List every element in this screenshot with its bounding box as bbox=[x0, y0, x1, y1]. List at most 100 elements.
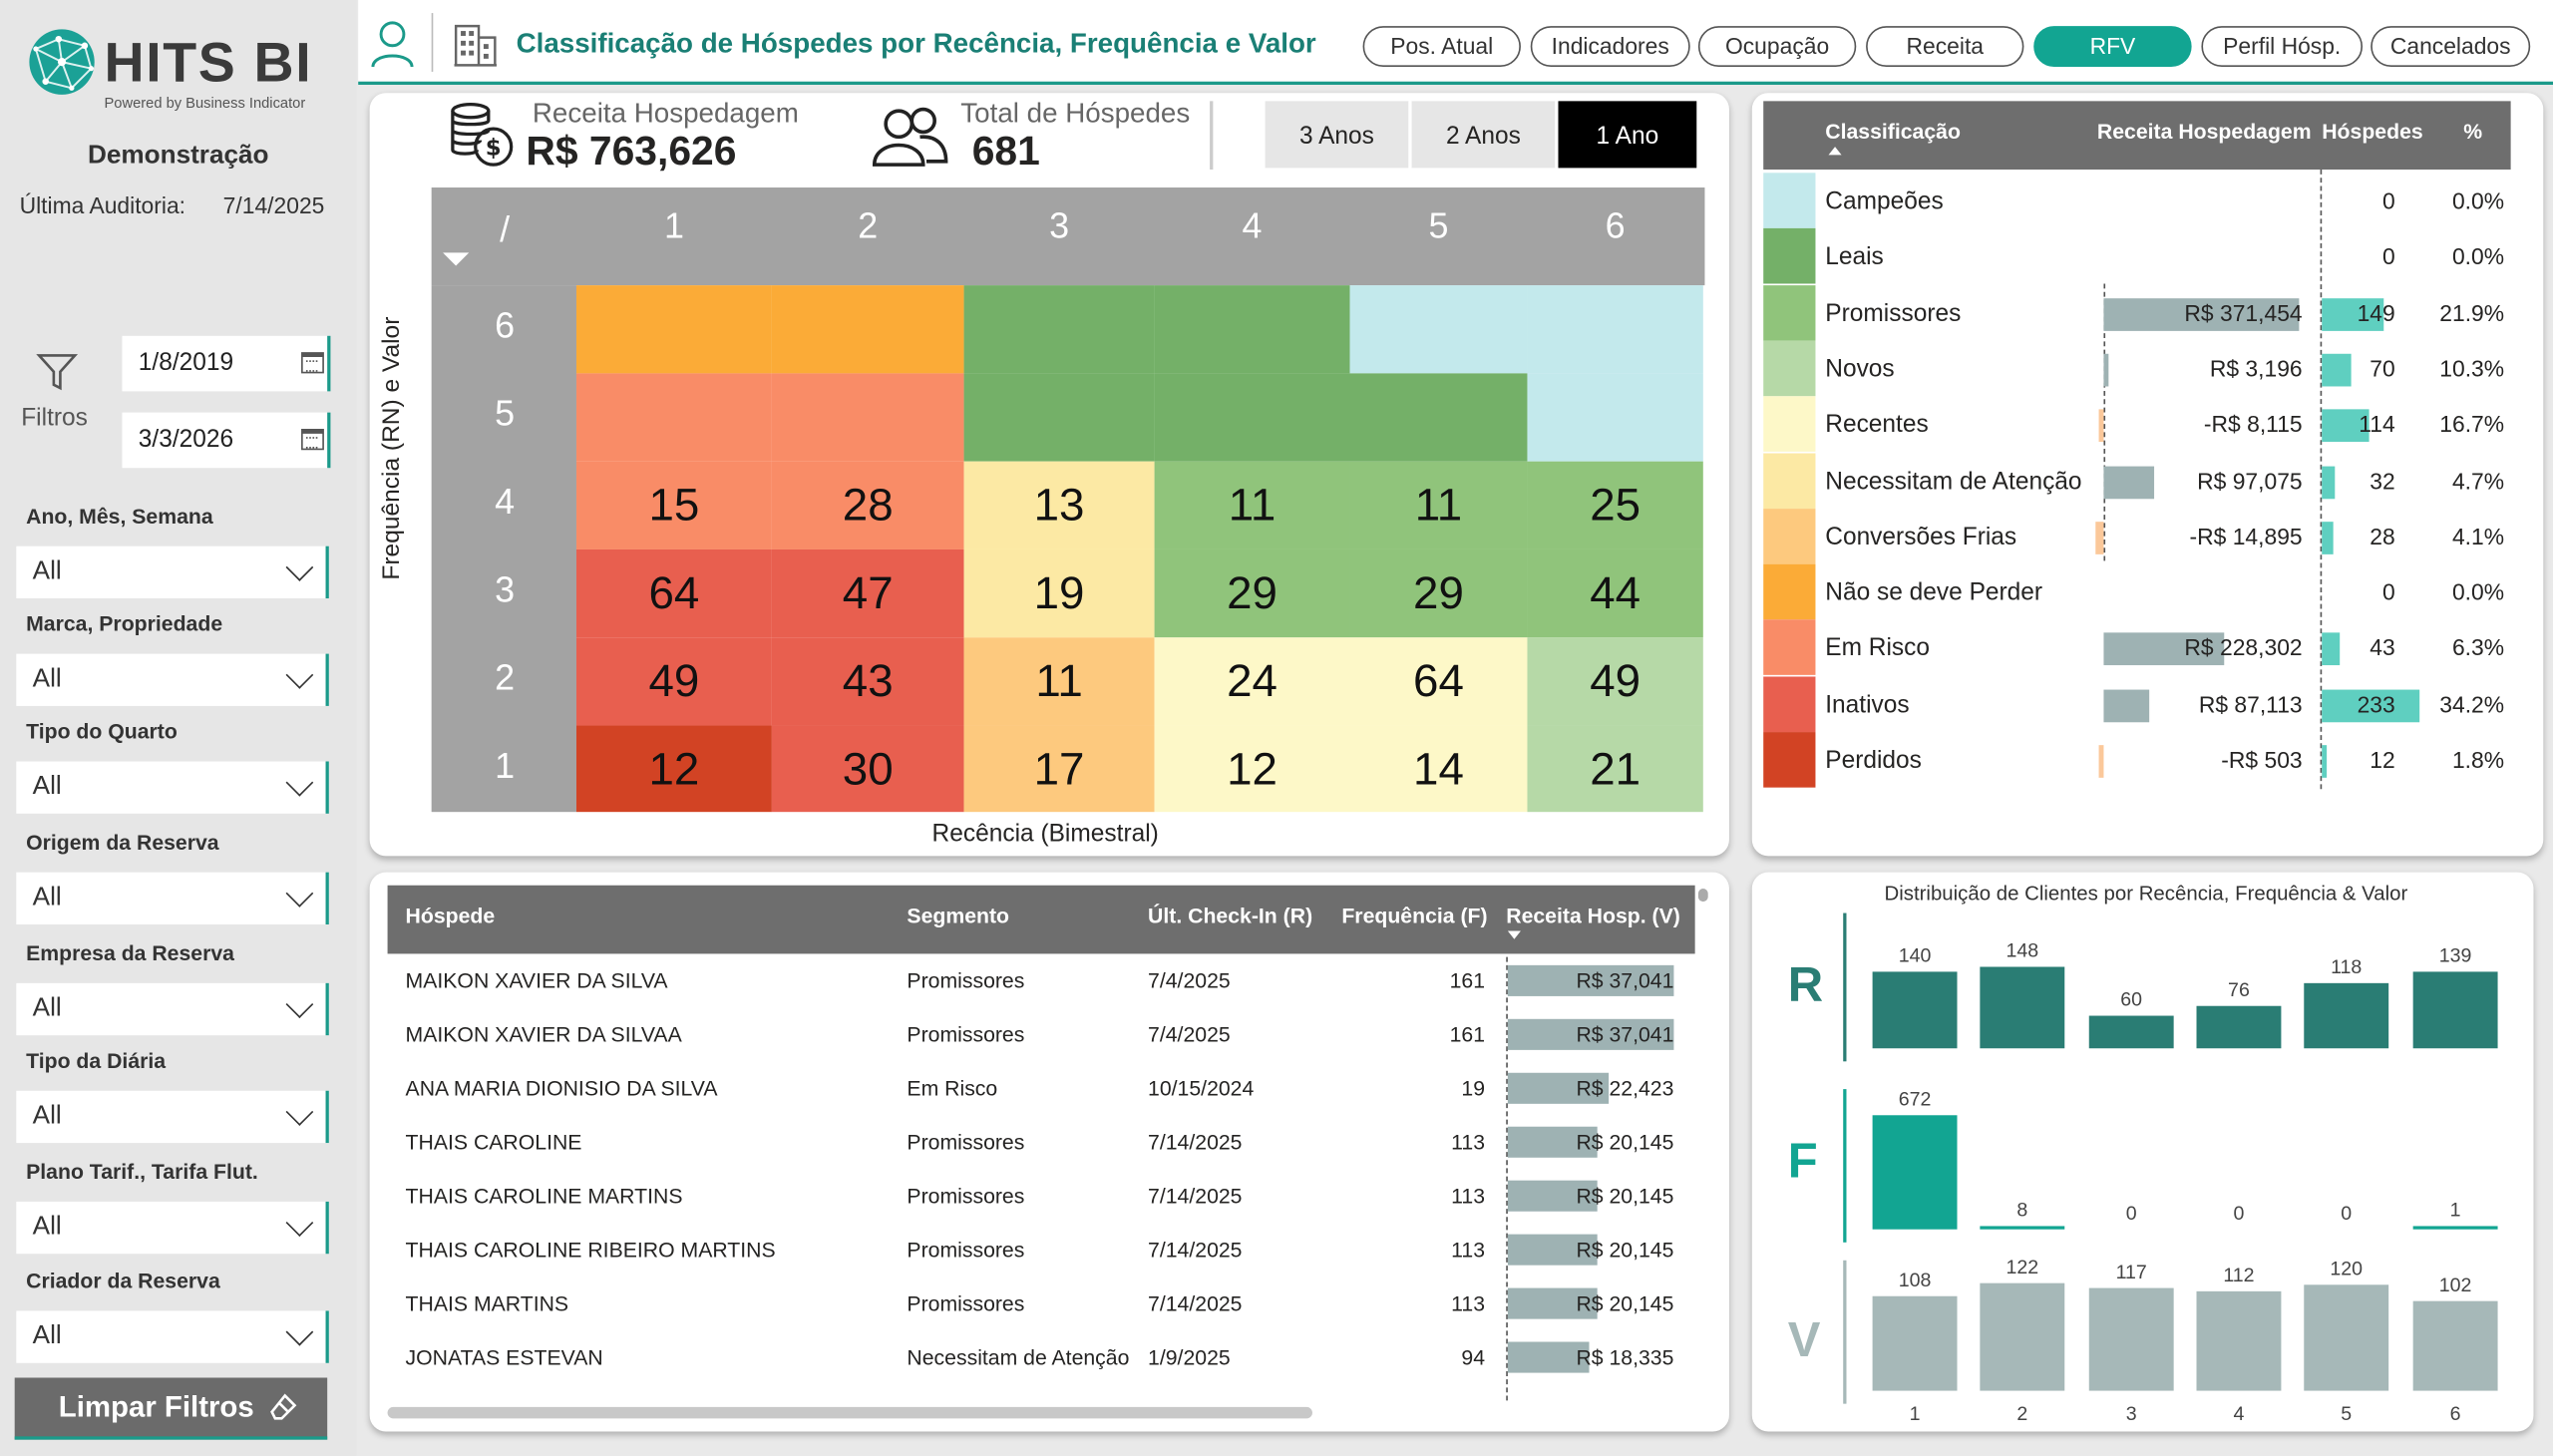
chevron-down-icon[interactable] bbox=[285, 1209, 314, 1238]
table-row[interactable]: MAIKON XAVIER DA SILVA Promissores 7/4/202… bbox=[388, 958, 1695, 1009]
classification-row[interactable]: Leais 0 0.0% bbox=[1763, 228, 2512, 284]
bar-v-6[interactable] bbox=[2412, 1300, 2498, 1391]
column-header-revenue[interactable]: Receita Hospedagem bbox=[2096, 119, 2312, 144]
slicer-dropdown[interactable]: All bbox=[16, 1310, 329, 1363]
matrix-cell[interactable]: 11 bbox=[1154, 461, 1350, 549]
bar-r-1[interactable] bbox=[1872, 970, 1958, 1049]
nav-receita-button[interactable]: Receita bbox=[1866, 26, 2024, 68]
classification-row[interactable]: Recentes -R$ 8,115 114 16.7% bbox=[1763, 396, 2512, 453]
building-icon[interactable] bbox=[453, 21, 499, 67]
matrix-cell[interactable]: 17 bbox=[963, 725, 1155, 813]
classification-row[interactable]: Inativos R$ 87,113 233 34.2% bbox=[1763, 675, 2512, 732]
table-row[interactable]: THAIS CAROLINE Promissores 7/14/2025 113 R$ … bbox=[388, 1120, 1695, 1171]
matrix-cell[interactable] bbox=[771, 373, 964, 462]
matrix-cell[interactable]: 44 bbox=[1527, 548, 1703, 638]
classification-row[interactable]: Em Risco R$ 228,302 43 6.3% bbox=[1763, 619, 2512, 676]
bar-r-6[interactable] bbox=[2412, 971, 2498, 1049]
chevron-down-icon[interactable] bbox=[285, 990, 314, 1018]
chevron-down-icon[interactable] bbox=[285, 768, 314, 797]
bar-f-1[interactable] bbox=[1872, 1115, 1958, 1230]
matrix-cell[interactable]: 43 bbox=[771, 637, 964, 726]
horizontal-scrollbar[interactable] bbox=[387, 1406, 1312, 1419]
matrix-cell[interactable] bbox=[575, 373, 772, 462]
clear-filters-button[interactable]: Limpar Filtros bbox=[14, 1377, 328, 1440]
matrix-cell[interactable] bbox=[1349, 373, 1528, 462]
matrix-cell[interactable] bbox=[963, 285, 1155, 374]
column-header-revenue-hosp[interactable]: Receita Hosp. (V) bbox=[1506, 903, 1680, 928]
table-row[interactable]: THAIS MARTINS Promissores 7/14/2025 113 R$ 2… bbox=[388, 1281, 1695, 1332]
bar-v-1[interactable] bbox=[1872, 1295, 1958, 1391]
matrix-cell[interactable] bbox=[1349, 285, 1528, 374]
table-row[interactable]: THAIS CAROLINE MARTINS Promissores 7/14/20… bbox=[388, 1174, 1695, 1225]
chevron-down-icon[interactable] bbox=[285, 1098, 314, 1126]
matrix-cell[interactable]: 21 bbox=[1527, 725, 1703, 813]
classification-row[interactable]: Campeões 0 0.0% bbox=[1763, 173, 2512, 228]
slicer-dropdown[interactable]: All bbox=[16, 872, 329, 924]
bar-r-2[interactable] bbox=[1980, 966, 2065, 1049]
nav-perfil-hosp-button[interactable]: Perfil Hósp. bbox=[2201, 26, 2364, 68]
table-row[interactable]: ANA MARIA DIONISIO DA SILVA Em Risco 10/15… bbox=[388, 1066, 1695, 1117]
chevron-down-icon[interactable] bbox=[285, 660, 314, 689]
nav-indicadores-button[interactable]: Indicadores bbox=[1530, 26, 1690, 68]
chevron-down-icon[interactable] bbox=[285, 880, 314, 908]
slicer-dropdown[interactable]: All bbox=[16, 653, 329, 706]
vertical-scrollbar[interactable] bbox=[1697, 889, 1708, 903]
column-header-segment[interactable]: Segmento bbox=[907, 903, 1010, 928]
matrix-cell[interactable]: 64 bbox=[1349, 637, 1528, 726]
column-header-classification[interactable]: Classificação bbox=[1825, 119, 1961, 144]
user-icon[interactable] bbox=[371, 20, 414, 69]
matrix-cell[interactable]: 12 bbox=[575, 725, 772, 813]
matrix-cell[interactable]: 49 bbox=[575, 637, 772, 726]
matrix-cell[interactable]: 30 bbox=[771, 725, 964, 813]
classification-row[interactable]: Perdidos -R$ 503 12 1.8% bbox=[1763, 732, 2512, 788]
bar-v-3[interactable] bbox=[2088, 1287, 2174, 1391]
matrix-cell[interactable]: 24 bbox=[1154, 637, 1350, 726]
matrix-cell[interactable] bbox=[575, 285, 772, 374]
period-2-years-button[interactable]: 2 Anos bbox=[1411, 101, 1556, 169]
table-row[interactable]: JONATAS ESTEVAN Necessitam de Atenção 1/9/… bbox=[388, 1335, 1695, 1386]
matrix-cell[interactable]: 47 bbox=[771, 548, 964, 638]
matrix-cell[interactable]: 19 bbox=[963, 548, 1155, 638]
matrix-cell[interactable]: 11 bbox=[1349, 461, 1528, 549]
matrix-cell[interactable]: 49 bbox=[1527, 637, 1703, 726]
nav-ocupacao-button[interactable]: Ocupação bbox=[1697, 26, 1857, 68]
bar-f-2[interactable] bbox=[1980, 1226, 2065, 1230]
chevron-down-icon[interactable] bbox=[285, 1317, 314, 1346]
matrix-cell[interactable]: 64 bbox=[575, 548, 772, 638]
date-from-field[interactable]: 1/8/2019 bbox=[122, 335, 331, 392]
table-row[interactable]: THAIS CAROLINE RIBEIRO MARTINS Promissore… bbox=[388, 1228, 1695, 1278]
matrix-cell[interactable]: 25 bbox=[1527, 461, 1703, 549]
matrix-cell[interactable]: 14 bbox=[1349, 725, 1528, 813]
classification-row[interactable]: Novos R$ 3,196 70 10.3% bbox=[1763, 340, 2512, 397]
matrix-cell[interactable] bbox=[1527, 285, 1703, 374]
slicer-dropdown[interactable]: All bbox=[16, 982, 329, 1036]
column-header-guest[interactable]: Hóspede bbox=[405, 903, 496, 928]
table-row[interactable]: MAIKON XAVIER DA SILVAA Promissores 7/4/20… bbox=[388, 1012, 1695, 1063]
bar-v-5[interactable] bbox=[2304, 1284, 2389, 1391]
slicer-dropdown[interactable]: All bbox=[16, 1201, 329, 1255]
matrix-cell[interactable] bbox=[963, 373, 1155, 462]
matrix-cell[interactable] bbox=[1154, 373, 1350, 462]
period-3-years-button[interactable]: 3 Anos bbox=[1265, 101, 1409, 169]
nav-cancelados-button[interactable]: Cancelados bbox=[2371, 26, 2531, 68]
matrix-cell[interactable]: 12 bbox=[1154, 725, 1350, 813]
date-to-field[interactable]: 3/3/2026 bbox=[122, 412, 331, 469]
matrix-cell[interactable]: 29 bbox=[1349, 548, 1528, 638]
matrix-cell[interactable]: 11 bbox=[963, 637, 1155, 726]
classification-row[interactable]: Não se deve Perder 0 0.0% bbox=[1763, 563, 2512, 620]
matrix-cell[interactable] bbox=[1527, 373, 1703, 462]
slicer-dropdown[interactable]: All bbox=[16, 761, 329, 814]
column-header-guests[interactable]: Hóspedes bbox=[2322, 119, 2423, 144]
slicer-dropdown[interactable]: All bbox=[16, 1090, 329, 1144]
matrix-cell[interactable]: 29 bbox=[1154, 548, 1350, 638]
classification-row[interactable]: Conversões Frias -R$ 14,895 28 4.1% bbox=[1763, 508, 2512, 564]
chevron-down-icon[interactable] bbox=[285, 553, 314, 581]
matrix-cell[interactable]: 15 bbox=[575, 461, 772, 549]
bar-f-6[interactable] bbox=[2412, 1226, 2498, 1230]
sort-caret-icon[interactable] bbox=[443, 252, 470, 266]
bar-r-5[interactable] bbox=[2304, 983, 2389, 1049]
bar-v-4[interactable] bbox=[2196, 1291, 2282, 1391]
bar-r-3[interactable] bbox=[2088, 1015, 2174, 1049]
nav-pos-atual-button[interactable]: Pos. Atual bbox=[1362, 26, 1521, 68]
matrix-cell[interactable] bbox=[1154, 285, 1350, 374]
